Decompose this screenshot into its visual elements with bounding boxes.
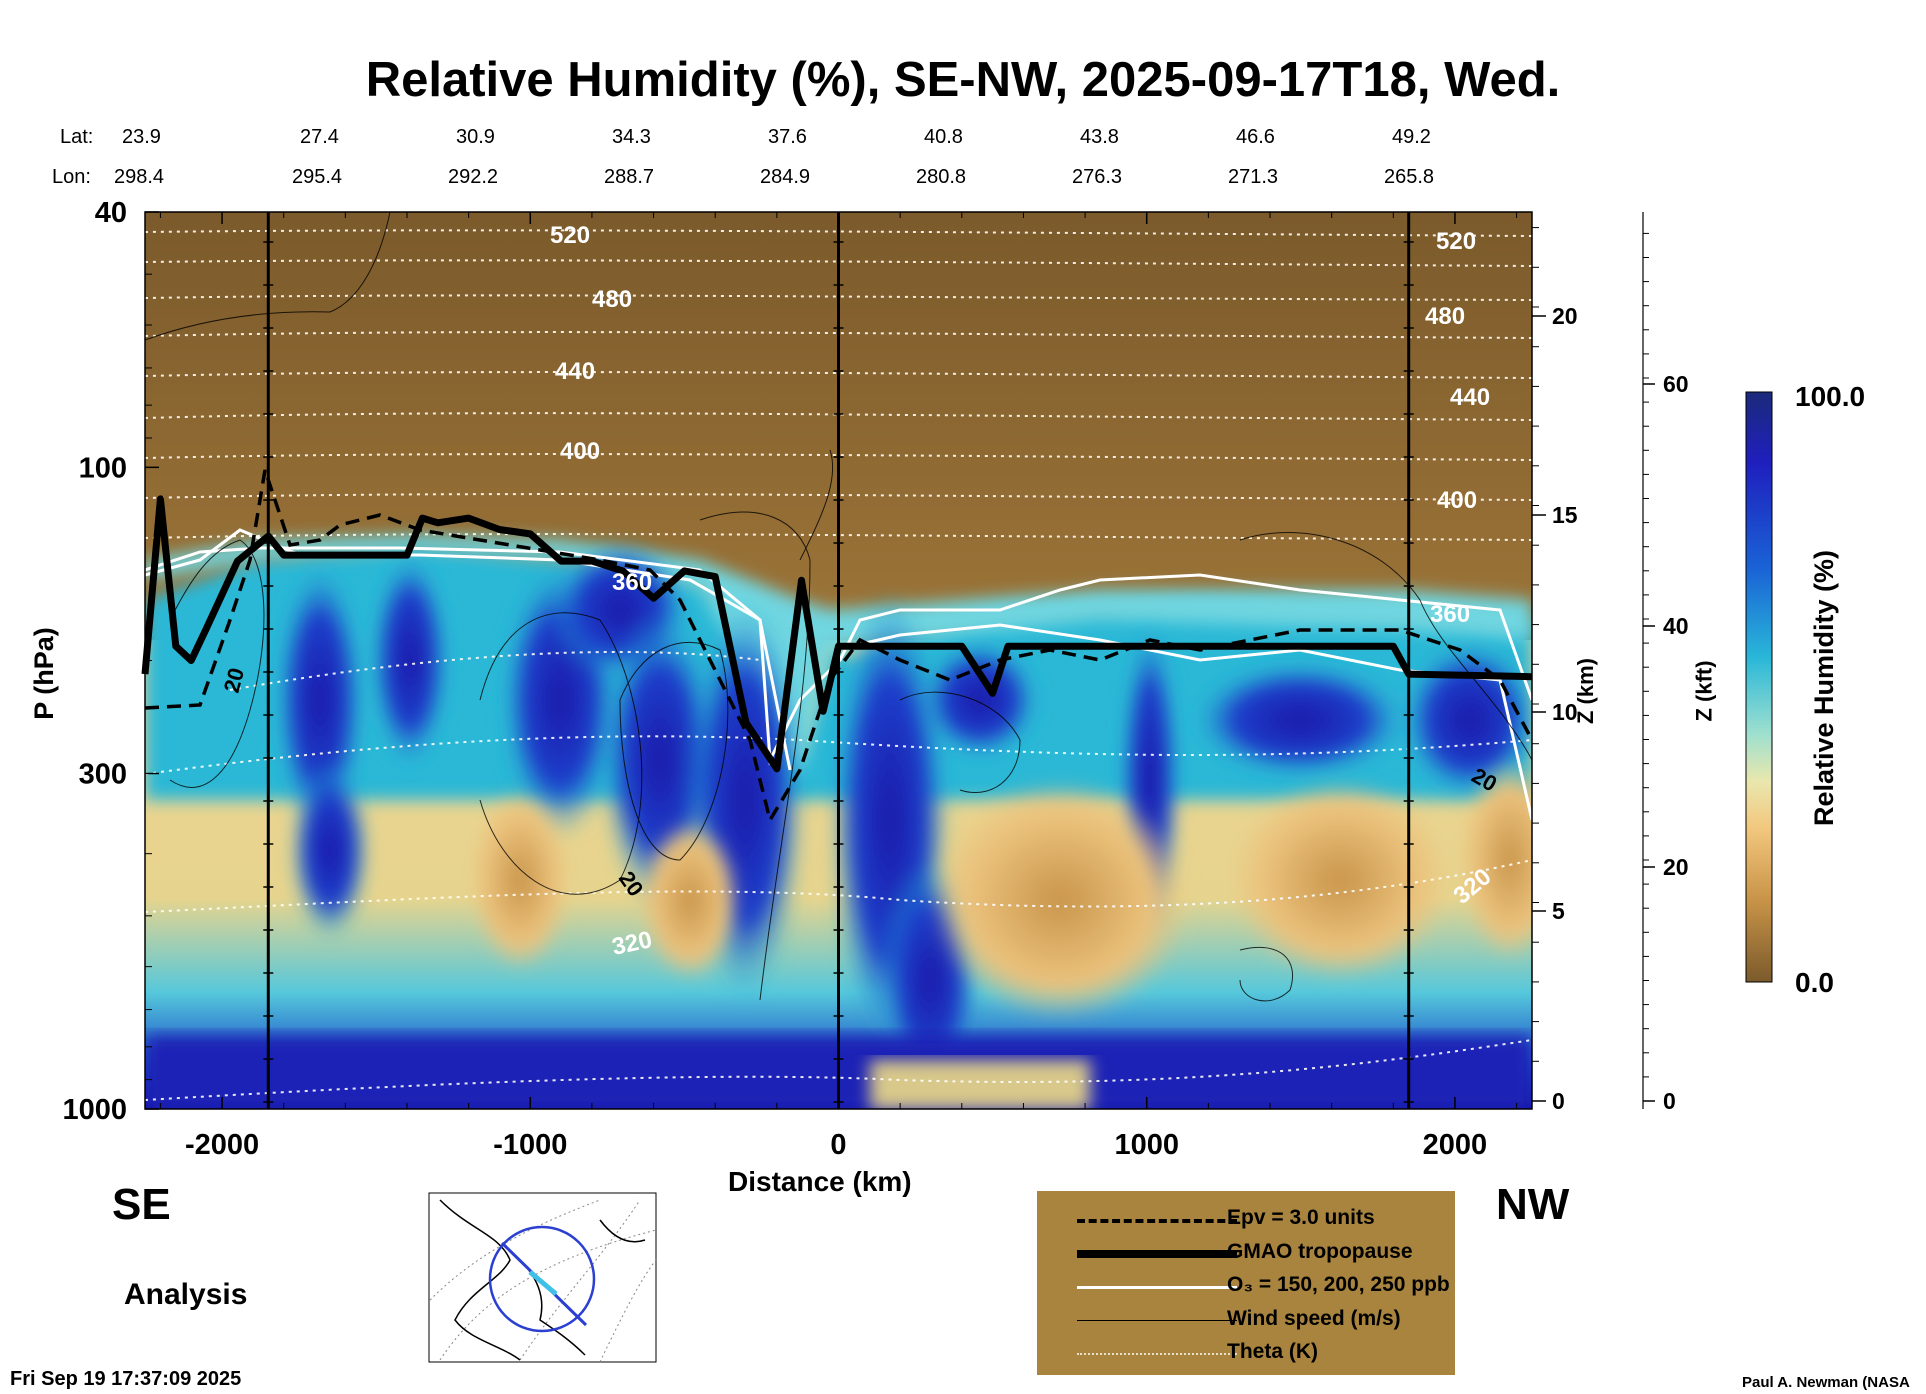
legend-tropopause-swatch	[1077, 1250, 1237, 1258]
lat-value: 40.8	[924, 126, 963, 148]
lon-value: 295.4	[292, 166, 343, 188]
chart-title: Relative Humidity (%), SE-NW, 2025-09-17…	[365, 53, 1561, 107]
left-direction: SE	[112, 1180, 171, 1229]
legend-theta: Theta (K)	[1037, 1338, 1455, 1370]
colorbar-max-label: 100.0	[1795, 381, 1865, 412]
legend-tropopause-label: GMAO tropopause	[1227, 1240, 1413, 1263]
section-markers	[263, 212, 1414, 1109]
z-km-axis: 0 5 10 15 20	[1532, 227, 1578, 1114]
x-tick-label: -2000	[185, 1129, 259, 1161]
lat-value: 34.3	[612, 126, 651, 148]
x-axis: -2000 -1000 0 1000 2000	[159, 212, 1518, 1161]
p-axis: 40 100 300 1000	[62, 197, 159, 1126]
legend-wind-swatch	[1077, 1320, 1237, 1321]
legend-epv-label: Epv = 3.0 units	[1227, 1206, 1375, 1229]
lat-value: 43.8	[1080, 126, 1119, 148]
x-tick-label: 1000	[1114, 1129, 1179, 1161]
lat-value: 27.4	[300, 126, 339, 148]
p-tick-label: 300	[79, 758, 127, 790]
theta-labels: 520 480 440 400 360 320 520 480 440 400 …	[550, 222, 1497, 961]
timestamp: Fri Sep 19 17:37:09 2025	[10, 1368, 242, 1390]
lat-value: 37.6	[768, 126, 807, 148]
lon-value: 276.3	[1072, 166, 1123, 188]
legend-epv: Epv = 3.0 units	[1037, 1204, 1455, 1236]
theta-label-520-right: 520	[1436, 228, 1476, 255]
legend-wind: Wind speed (m/s)	[1037, 1305, 1455, 1337]
z-kft-tick-label: 40	[1663, 613, 1689, 639]
p-tick-label: 100	[79, 452, 127, 484]
z-kft-tick-label: 0	[1663, 1088, 1676, 1114]
colorbar-min-label: 0.0	[1795, 967, 1834, 998]
theta-label-400-right: 400	[1437, 487, 1477, 514]
colorbar-ticks	[1746, 391, 1772, 983]
z-km-tick-label: 10	[1552, 699, 1578, 725]
z-kft-axis-title: Z (kft)	[1691, 660, 1717, 722]
legend-ozone-swatch	[1077, 1286, 1237, 1289]
lon-label: Lon:	[52, 166, 91, 188]
inset-map	[428, 1192, 657, 1363]
theta-label-480: 480	[592, 286, 632, 313]
lat-value: 30.9	[456, 126, 495, 148]
legend: Epv = 3.0 units GMAO tropopause O₃ = 150…	[1037, 1191, 1455, 1375]
lat-label: Lat:	[60, 126, 94, 148]
p-tick-label: 40	[95, 197, 127, 229]
z-km-tick-label: 20	[1552, 303, 1578, 329]
theta-label-400: 400	[560, 438, 600, 465]
x-tick-label: 0	[830, 1129, 846, 1161]
z-kft-tick-label: 20	[1663, 854, 1689, 880]
theta-label-360-right: 360	[1430, 601, 1470, 628]
theta-label-440-right: 440	[1450, 384, 1490, 411]
lon-value: 271.3	[1228, 166, 1279, 188]
theta-contours	[145, 229, 1532, 1101]
rh-field	[145, 212, 1532, 1109]
theta-label-520: 520	[550, 222, 590, 249]
legend-theta-swatch	[1077, 1353, 1237, 1355]
right-direction: NW	[1496, 1180, 1570, 1229]
p-axis-title: P (hPa)	[28, 627, 59, 720]
legend-ozone-label: O₃ = 150, 200, 250 ppb	[1227, 1273, 1450, 1296]
z-kft-tick-label: 60	[1663, 371, 1689, 397]
lon-value: 298.4	[114, 166, 165, 188]
lon-value: 288.7	[604, 166, 655, 188]
lat-value: 49.2	[1392, 126, 1431, 148]
theta-label-360: 360	[612, 569, 652, 596]
lon-value: 280.8	[916, 166, 967, 188]
legend-epv-swatch	[1077, 1219, 1237, 1223]
z-km-axis-title: Z (km)	[1573, 658, 1598, 724]
tropopause-line	[141, 495, 1533, 773]
lon-value: 292.2	[448, 166, 499, 188]
legend-wind-label: Wind speed (m/s)	[1227, 1307, 1401, 1330]
legend-theta-label: Theta (K)	[1227, 1340, 1318, 1363]
z-kft-axis: 0 20 40 60	[1642, 212, 1689, 1114]
x-tick-label: 2000	[1423, 1129, 1488, 1161]
legend-tropopause: GMAO tropopause	[1037, 1238, 1455, 1270]
credit: Paul A. Newman (NASA	[1742, 1374, 1910, 1391]
theta-label-440: 440	[555, 358, 595, 385]
colorbar	[1745, 391, 1773, 983]
lat-value: 23.9	[122, 126, 161, 148]
z-km-tick-label: 5	[1552, 898, 1565, 924]
lon-value: 265.8	[1384, 166, 1435, 188]
x-axis-title: Distance (km)	[728, 1166, 912, 1197]
legend-ozone: O₃ = 150, 200, 250 ppb	[1037, 1271, 1455, 1303]
colorbar-title: Relative Humidity (%)	[1809, 550, 1839, 826]
run-type: Analysis	[124, 1278, 248, 1311]
lat-value: 46.6	[1236, 126, 1275, 148]
lon-value: 284.9	[760, 166, 811, 188]
theta-label-480-right: 480	[1425, 303, 1465, 330]
x-tick-label: -1000	[493, 1129, 567, 1161]
p-tick-label: 1000	[62, 1094, 127, 1126]
z-km-tick-label: 0	[1552, 1088, 1565, 1114]
z-km-tick-label: 15	[1552, 502, 1578, 528]
